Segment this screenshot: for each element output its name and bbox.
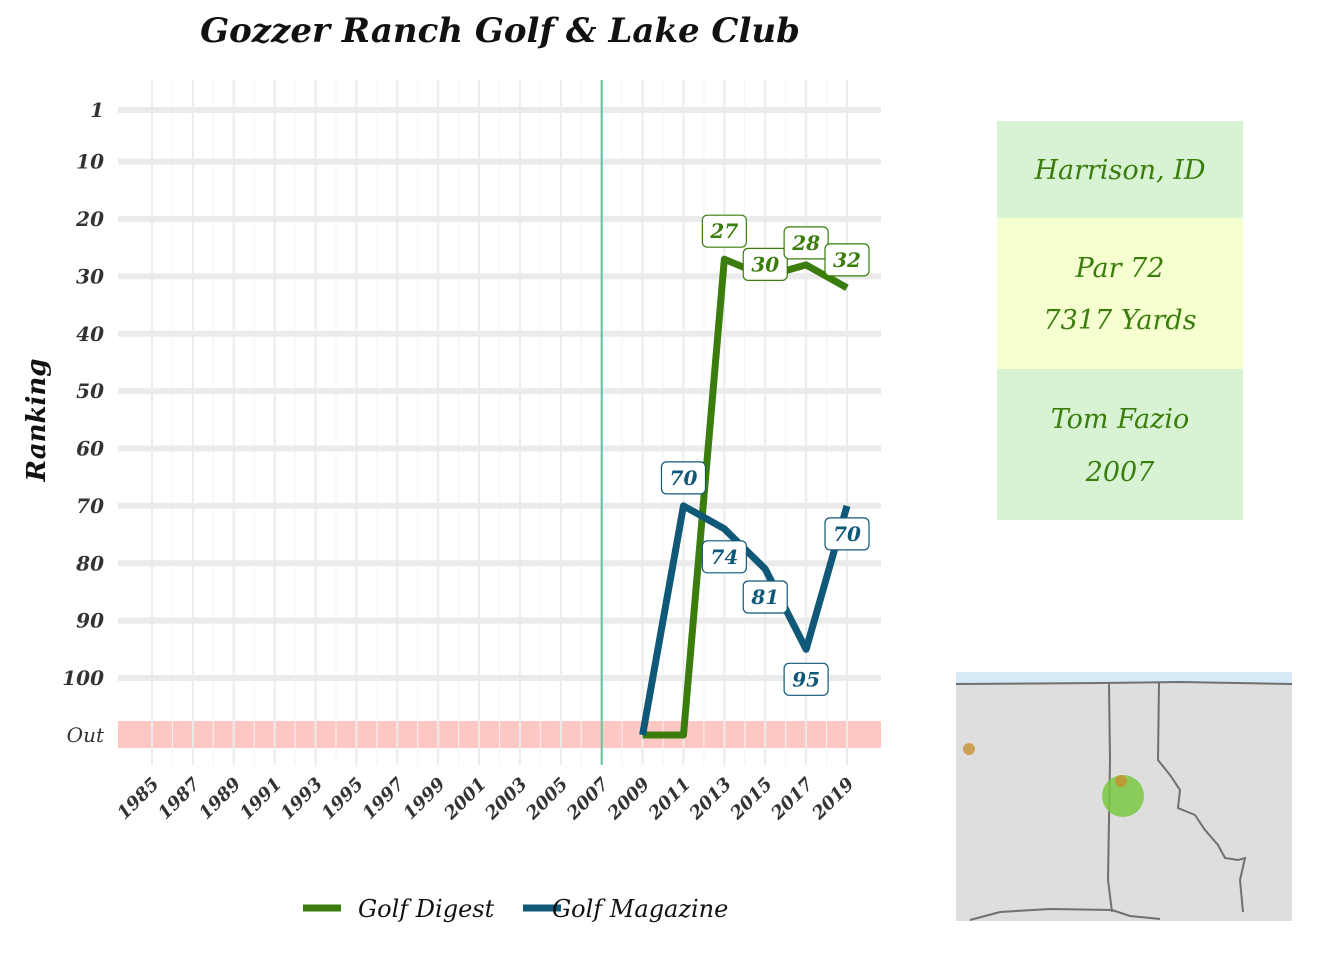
data-label-text: 27: [709, 219, 738, 243]
y-tick-30: 30: [76, 264, 104, 288]
chart-title: Gozzer Ranch Golf & Lake Club: [200, 11, 800, 51]
x-tick-1993: 1993: [277, 774, 327, 824]
data-label-golf-digest-2015: 30: [742, 247, 788, 281]
data-label-text: 28: [791, 231, 820, 255]
x-tick-1997: 1997: [359, 773, 410, 824]
x-tick-1987: 1987: [154, 773, 205, 824]
map-border-east: [1156, 682, 1247, 913]
x-tick-1989: 1989: [195, 773, 246, 824]
y-tick-10: 10: [76, 150, 104, 174]
data-label-box: [660, 461, 707, 495]
y-tick-20: 20: [75, 207, 104, 231]
data-label-golf-digest-2019: 32: [824, 243, 870, 277]
data-label-box: [824, 517, 870, 551]
par-text: Par 72: [1075, 253, 1165, 284]
horizontal-gridlines: [118, 107, 881, 681]
x-tick-1985: 1985: [113, 774, 163, 824]
data-label-box: [783, 226, 829, 260]
x-tick-2013: 2013: [685, 774, 736, 825]
map-border-south: [969, 907, 1161, 921]
data-label-box: [742, 247, 788, 281]
map-water: [956, 672, 1292, 683]
data-label-text: 70: [833, 522, 861, 546]
vertical-gridlines: [151, 80, 848, 765]
y-tick-Out: Out: [67, 723, 105, 747]
data-label-box: [701, 214, 747, 248]
data-label-golf-digest-2017: 28: [783, 226, 829, 260]
data-label-text: 81: [750, 585, 779, 609]
y-axis-label: Ranking: [22, 359, 52, 483]
course-info-table: Harrison, ID Par 72 7317 Yards Tom Fazio…: [997, 121, 1243, 520]
data-label-golf-magazine-2013: 74: [701, 540, 747, 574]
architect-text: Tom Fazio: [1051, 404, 1189, 435]
map-course-marker: [1102, 775, 1144, 817]
x-tick-2001: 2001: [440, 774, 491, 825]
y-tick-90: 90: [76, 609, 104, 633]
x-tick-1995: 1995: [318, 774, 368, 824]
year-text: 2007: [1085, 457, 1156, 488]
x-tick-2019: 2019: [808, 773, 859, 824]
x-tick-2007: 2007: [562, 773, 613, 824]
data-label-text: 95: [792, 667, 820, 691]
data-label-golf-magazine-2011: 70: [660, 461, 707, 495]
legend-label-golf-digest: Golf Digest: [358, 895, 495, 923]
data-label-text: 74: [710, 545, 738, 569]
legend-label-golf-magazine: Golf Magazine: [552, 895, 728, 923]
legend: Golf Digest Golf Magazine: [303, 895, 728, 923]
map-small-marker: [1115, 775, 1127, 787]
y-tick-labels: 1 10 20 30 40 50 60 70 80 90 100 Out: [62, 98, 105, 747]
y-tick-80: 80: [75, 551, 104, 575]
data-label-golf-magazine-2017: 95: [783, 662, 829, 696]
data-label-golf-magazine-2015: 81: [742, 580, 788, 614]
x-tick-1999: 1999: [399, 773, 450, 824]
data-labels: 27 30 28 32 70 74 81 95 70: [660, 214, 870, 696]
x-tick-1991: 1991: [236, 774, 286, 824]
x-tick-labels: 1985198719891991199319951997199920012003…: [113, 773, 859, 824]
data-label-box: [701, 540, 747, 574]
map-border-west: [1106, 683, 1113, 913]
y-tick-70: 70: [76, 494, 104, 518]
data-label-text: 30: [751, 252, 779, 276]
y-tick-60: 60: [76, 437, 104, 461]
data-label-box: [783, 662, 829, 696]
data-label-golf-magazine-2019: 70: [824, 517, 870, 551]
par-yardage-cell: [997, 218, 1243, 369]
map-small-marker-west: [963, 743, 975, 755]
x-tick-2017: 2017: [767, 773, 818, 824]
data-label-golf-digest-2013: 27: [701, 214, 747, 248]
architect-year-cell: [997, 369, 1243, 520]
data-label-text: 32: [833, 248, 861, 272]
x-tick-2011: 2011: [644, 774, 695, 825]
y-tick-50: 50: [76, 379, 104, 403]
location-map: [955, 672, 1293, 921]
yardage-text: 7317 Yards: [1043, 305, 1196, 336]
x-tick-2003: 2003: [480, 774, 531, 825]
data-label-box: [824, 243, 870, 277]
x-tick-2005: 2005: [521, 774, 572, 825]
x-tick-2009: 2009: [603, 773, 654, 824]
data-label-text: 70: [670, 466, 698, 490]
map-border-north: [955, 680, 1293, 685]
location-cell: [997, 121, 1243, 218]
location-text: Harrison, ID: [1033, 155, 1205, 186]
x-tick-2015: 2015: [726, 774, 777, 825]
y-tick-100: 100: [62, 666, 104, 690]
y-tick-40: 40: [76, 322, 104, 346]
data-label-box: [742, 580, 788, 614]
y-tick-1: 1: [90, 98, 104, 122]
